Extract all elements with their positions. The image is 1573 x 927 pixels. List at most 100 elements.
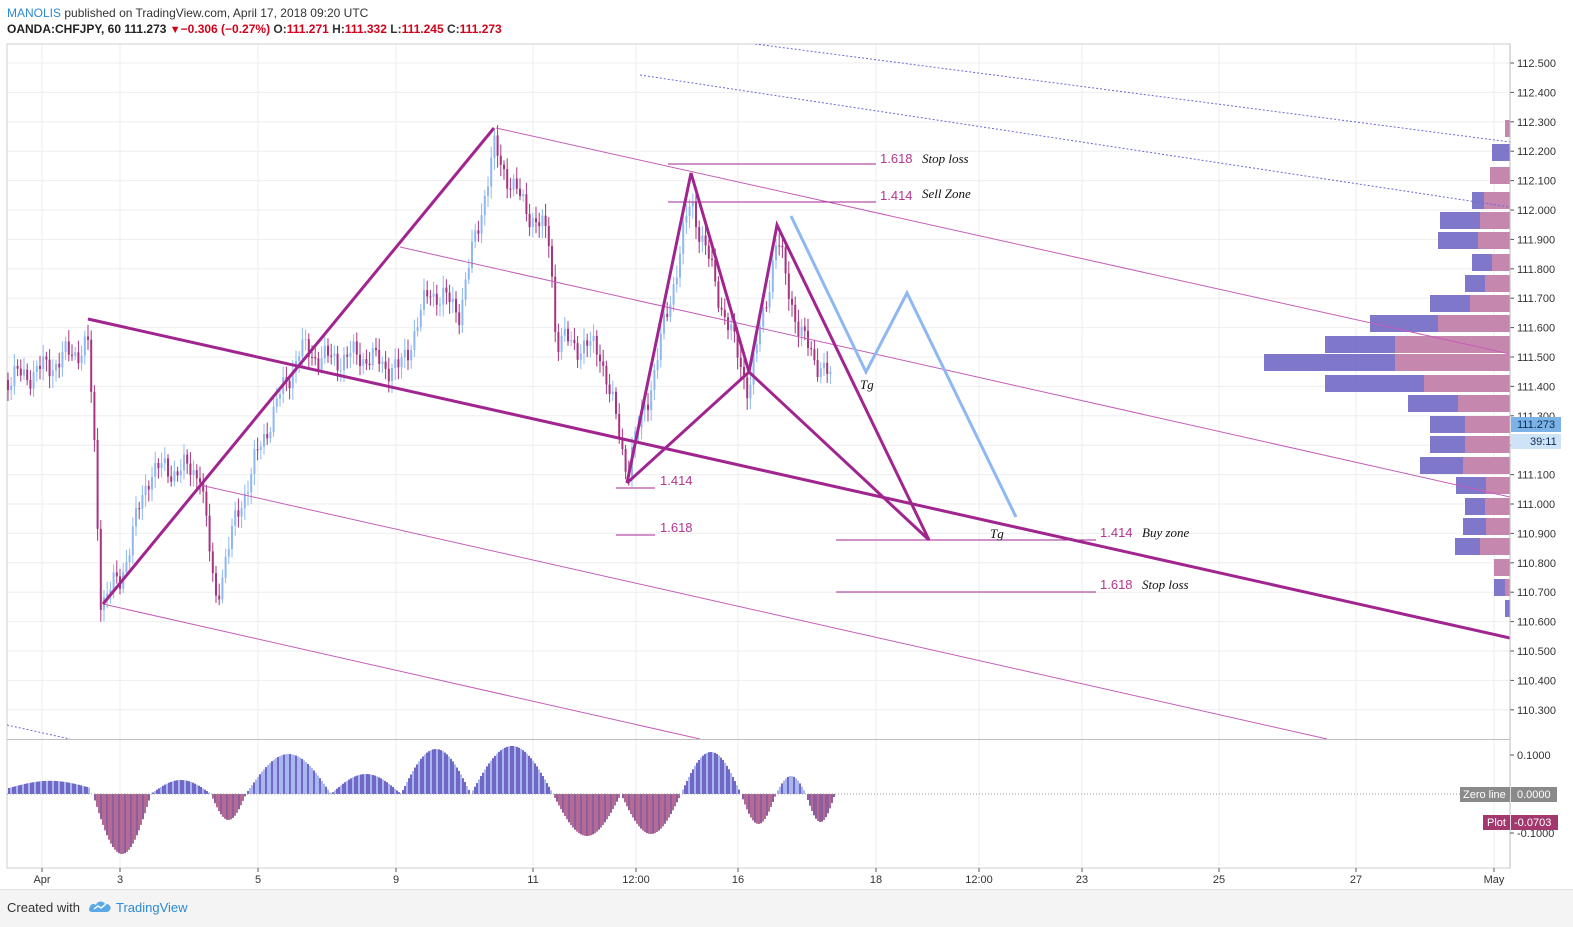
candle-body <box>99 528 102 610</box>
candle-body <box>189 463 192 476</box>
osc-bar <box>76 784 78 794</box>
osc-bar <box>783 780 785 794</box>
osc-bar <box>315 772 317 794</box>
osc-bar <box>572 794 574 828</box>
candle-body <box>467 267 470 280</box>
osc-bar <box>319 778 321 794</box>
volume-bar-buy <box>1463 518 1486 535</box>
osc-bar <box>434 749 436 794</box>
price-tick-label: 111.600 <box>1517 323 1555 335</box>
candle-body <box>765 307 768 309</box>
candle-body <box>688 206 691 217</box>
osc-bar <box>412 770 414 794</box>
price-tick-label: 112.100 <box>1517 176 1556 188</box>
osc-bar <box>160 787 162 794</box>
osc-bar <box>566 794 568 820</box>
symbol-label[interactable]: OANDA:CHFJPY, 60 <box>7 22 122 36</box>
osc-bar <box>532 760 534 794</box>
candle-body <box>608 384 611 395</box>
osc-bar <box>817 794 819 821</box>
pattern-triangle-left <box>625 172 751 485</box>
candle-body <box>400 357 403 368</box>
osc-bar <box>650 794 652 834</box>
time-axis[interactable]: Apr 3 5 9 11 12:00 16 18 12:00 23 25 27 May <box>33 868 1505 886</box>
volume-bar-buy <box>1430 436 1465 453</box>
candle-body <box>327 345 329 356</box>
osc-bar <box>700 757 702 794</box>
osc-bar <box>728 769 730 794</box>
price-tick-label: 111.700 <box>1517 293 1555 305</box>
osc-bar <box>610 794 612 813</box>
osc-bar <box>10 787 12 794</box>
candle-body <box>547 226 550 247</box>
price-chart[interactable]: 1.618 Stop loss 1.414 Sell Zone 1.414 1.… <box>0 0 1573 889</box>
osc-bar <box>797 780 799 794</box>
osc-bar <box>638 794 640 827</box>
osc-bar <box>492 758 494 794</box>
candle-body <box>538 222 541 227</box>
candle-body <box>128 555 131 562</box>
price-axis[interactable]: 112.500 112.400 112.300 112.200 112.100 112.0… <box>1509 44 1556 868</box>
osc-bar <box>368 774 370 794</box>
volume-bar-sell <box>1470 295 1510 312</box>
osc-bar <box>726 765 728 794</box>
osc-bar <box>234 794 236 816</box>
upper-stop-ratio: 1.618 <box>880 151 913 166</box>
candle-body <box>253 449 256 475</box>
osc-bar <box>793 776 795 794</box>
candle-body <box>218 595 221 600</box>
candle-body <box>490 157 493 187</box>
candle-body <box>320 358 323 370</box>
osc-bar <box>194 783 196 794</box>
time-tick-label: 25 <box>1213 874 1225 886</box>
price-tick-label: 112.300 <box>1517 117 1556 129</box>
osc-bar <box>342 783 344 794</box>
osc-bar <box>811 794 813 811</box>
candle-body <box>499 155 502 165</box>
osc-bar <box>789 776 791 794</box>
volume-bar-sell <box>1480 212 1510 229</box>
osc-bar <box>54 780 56 794</box>
candle-body <box>775 245 777 261</box>
price-tick-label: 111.900 <box>1517 234 1555 246</box>
down-arrow-icon: ▼ <box>169 24 181 36</box>
candle-body <box>535 218 537 223</box>
osc-bar <box>16 785 18 794</box>
osc-bar <box>476 783 478 794</box>
candle-body <box>487 186 489 196</box>
candle-body <box>237 510 240 517</box>
candle-body <box>42 356 45 369</box>
candle-body <box>48 359 51 377</box>
candle-body <box>611 391 614 395</box>
osc-bar <box>508 746 510 794</box>
osc-bar <box>130 794 132 848</box>
osc-bar <box>338 786 340 794</box>
candle-body <box>595 336 598 355</box>
osc-bar <box>128 794 130 850</box>
osc-bar <box>554 794 556 798</box>
author-link[interactable]: MANOLIS <box>7 6 62 20</box>
candle-body <box>759 326 761 345</box>
candle-body <box>45 356 48 360</box>
osc-bar <box>84 786 86 794</box>
osc-bar <box>460 774 462 794</box>
osc-bar <box>232 794 234 818</box>
osc-bar <box>166 783 168 794</box>
candle-body <box>813 349 816 361</box>
osc-bar <box>564 794 566 817</box>
osc-bar <box>144 794 146 814</box>
osc-bar <box>618 794 620 798</box>
dotted-trendline-2 <box>639 74 1510 208</box>
osc-bar <box>791 776 793 794</box>
volume-bar-buy <box>1325 336 1395 353</box>
osc-bar <box>86 786 88 794</box>
tradingview-link[interactable]: TradingView <box>88 899 188 916</box>
current-price-tag <box>1511 417 1561 432</box>
candle-body <box>109 589 112 594</box>
osc-bar <box>291 754 293 794</box>
osc-bar <box>122 794 124 854</box>
osc-bar <box>781 783 783 794</box>
dotted-trendline-1 <box>754 44 1510 143</box>
osc-bar <box>108 794 110 840</box>
volume-bar-buy <box>1325 375 1424 392</box>
